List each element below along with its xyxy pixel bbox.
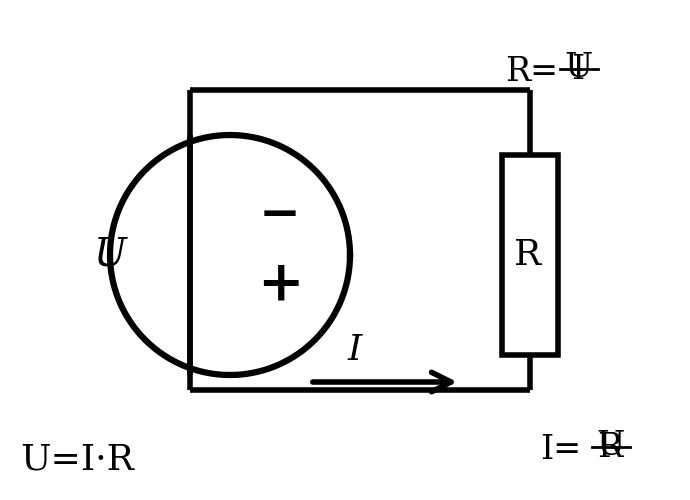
Text: I: I xyxy=(348,333,362,367)
Text: I: I xyxy=(571,54,584,86)
Text: R: R xyxy=(598,432,622,464)
Text: U: U xyxy=(564,52,592,84)
Text: R: R xyxy=(514,238,542,272)
Text: U: U xyxy=(94,236,126,274)
Text: R=: R= xyxy=(505,56,558,88)
Text: +: + xyxy=(257,258,303,312)
Text: U=I·R: U=I·R xyxy=(20,443,134,477)
Text: −: − xyxy=(259,190,301,240)
Bar xyxy=(502,155,558,355)
Text: U: U xyxy=(596,430,624,462)
Text: I=: I= xyxy=(540,434,581,466)
